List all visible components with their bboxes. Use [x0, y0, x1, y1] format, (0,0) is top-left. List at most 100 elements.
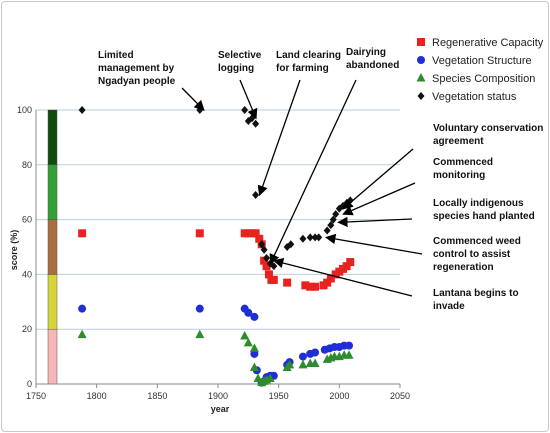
vegetation-status-point: [327, 221, 335, 230]
score-band: [47, 164, 58, 220]
annotation-8-text: Commenced weed: [433, 236, 521, 247]
legend-species-composition-marker: [416, 73, 426, 82]
annotation-4-text: abandoned: [346, 60, 399, 71]
regenerative-capacity-point: [78, 229, 87, 238]
score-band: [47, 274, 58, 330]
x-tick-label: 2050: [390, 391, 410, 401]
annotation-7-text: Locally indigenous: [433, 198, 524, 209]
species-composition-point: [240, 331, 250, 340]
annotation-1-text: Limited: [98, 50, 134, 61]
vegetation-status-point: [196, 106, 204, 114]
legend-regenerative-capacity-label: Regenerative Capacity: [432, 37, 544, 49]
legend-species-composition-label: Species Composition: [432, 73, 535, 85]
species-composition-point: [249, 362, 259, 372]
annotation-8-arrow: [325, 233, 423, 255]
annotation-4-text: Dairying: [346, 47, 386, 58]
regenerative-capacity-point: [323, 278, 332, 287]
vegetation-status-point: [252, 190, 260, 199]
species-composition-point: [249, 343, 259, 352]
regenerative-capacity-point: [311, 282, 320, 291]
vegetation-structure-point: [311, 348, 320, 357]
regenerative-capacity-point: [306, 282, 315, 291]
vegetation-status-point: [252, 119, 260, 128]
vegetation-status-point: [332, 210, 340, 219]
regenerative-capacity-point: [264, 270, 273, 279]
annotation-2-text: logging: [218, 63, 254, 74]
x-tick-label: 1950: [269, 391, 289, 401]
regenerative-capacity-point: [262, 262, 271, 271]
vegetation-status-point: [258, 240, 266, 249]
annotation-1-text: management by: [98, 63, 175, 74]
vegetation-status-point: [241, 106, 249, 114]
species-composition-point: [310, 358, 320, 367]
vegetation-status-point: [263, 253, 271, 262]
species-composition-point: [285, 359, 295, 369]
x-tick-label: 1800: [87, 391, 107, 401]
x-axis-label: year: [211, 404, 230, 414]
species-composition-point: [265, 373, 275, 383]
annotation-2-text: Selective: [218, 50, 262, 61]
legend-vegetation-status-label: Vegetation status: [432, 91, 517, 103]
regenerative-capacity-point: [346, 258, 355, 267]
annotation-2-arrow: [239, 79, 258, 120]
annotation-6-text: monitoring: [433, 170, 485, 181]
annotation-6-arrow: [342, 182, 416, 216]
regenerative-capacity-point: [251, 229, 260, 238]
vegetation-status-point: [311, 233, 319, 242]
regenerative-capacity-point: [260, 256, 269, 265]
annotation-6-text: Commenced: [433, 157, 493, 168]
y-tick-label: 60: [22, 215, 32, 225]
y-tick-label: 20: [22, 324, 32, 334]
x-tick-label: 2000: [329, 391, 349, 401]
regenerative-capacity-point: [195, 229, 204, 238]
vegetation-structure-point: [298, 352, 307, 361]
y-tick-label: 80: [22, 160, 32, 170]
annotation-3-text: for farming: [276, 63, 329, 74]
regenerative-capacity-point: [269, 275, 278, 284]
annotation-7-text: species hand planted: [433, 211, 535, 222]
vegetation-structure-point: [78, 304, 87, 313]
legend-regenerative-capacity-marker: [417, 38, 425, 46]
annotation-7-arrow: [337, 216, 413, 228]
vegetation-status-point: [323, 226, 331, 235]
annotation-9-arrow: [272, 257, 413, 297]
vegetation-status-point: [78, 106, 86, 114]
species-composition-point: [77, 329, 87, 339]
annotation-9-text: Lantana begins to: [433, 288, 519, 299]
vegetation-status-point: [260, 245, 268, 254]
annotation-1-arrow: [181, 87, 205, 111]
annotation-3-arrow: [257, 79, 301, 197]
annotation-5-text: agreement: [433, 136, 484, 147]
regenerative-capacity-point: [301, 281, 310, 290]
legend-vegetation-status-marker: [417, 92, 425, 100]
regenerative-capacity-point: [255, 234, 264, 243]
vegetation-status-point: [299, 234, 307, 243]
y-tick-label: 100: [17, 105, 32, 115]
legend-vegetation-structure-marker: [417, 56, 425, 64]
vegetation-structure-point: [195, 304, 204, 313]
species-composition-point: [298, 359, 308, 369]
y-axis-label: score (%): [9, 230, 19, 271]
x-tick-label: 1900: [208, 391, 228, 401]
regenerative-capacity-point: [283, 278, 292, 287]
y-tick-label: 0: [27, 379, 32, 389]
legend-vegetation-structure-label: Vegetation Structure: [432, 55, 532, 67]
score-band: [47, 328, 58, 385]
x-tick-label: 1750: [26, 391, 46, 401]
species-composition-point: [344, 350, 354, 359]
species-composition-point: [253, 373, 263, 383]
annotation-5-text: Voluntary conservation: [433, 123, 543, 134]
vegetation-status-point: [287, 240, 295, 249]
score-band: [47, 109, 58, 166]
vegetation-structure-point: [244, 308, 253, 317]
regenerative-capacity-point: [342, 262, 351, 271]
annotation-3-text: Land clearing: [276, 50, 341, 61]
x-tick-label: 1850: [147, 391, 167, 401]
y-tick-label: 40: [22, 269, 32, 279]
vegetation-structure-point: [345, 341, 354, 350]
species-composition-point: [195, 329, 205, 339]
vegetation-structure-point: [250, 312, 259, 321]
score-band: [47, 219, 58, 275]
